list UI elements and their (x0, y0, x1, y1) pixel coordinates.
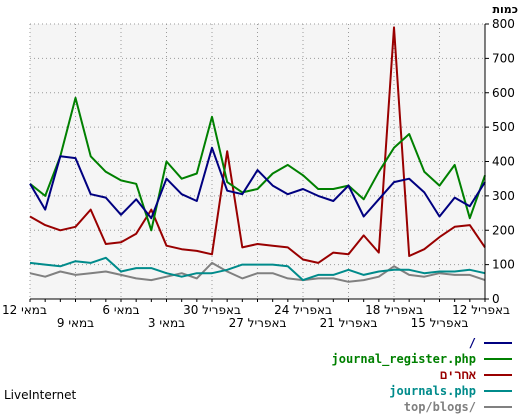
y-axis-label: כמות (493, 3, 518, 16)
legend-swatch (484, 374, 512, 376)
legend-label: אחרים (439, 367, 476, 382)
y-tick-label: 500 (492, 120, 515, 134)
x-tick-label: 27 באפריל (229, 316, 287, 330)
axes: 0 100 200 300 400 500 600 700 800 12 במאי 9 במאי 6 … (2, 17, 515, 330)
legend-swatch (484, 406, 512, 408)
series-line (29, 146, 486, 220)
legend-label: journal_register.php (331, 352, 477, 366)
x-tick-label: 24 באפריל (274, 303, 332, 317)
y-tick-label: 800 (492, 17, 515, 31)
legend-label: / (468, 336, 476, 350)
x-tick-label: 12 במאי (2, 303, 47, 317)
series-line (29, 26, 486, 264)
brand-label: LiveInternet (4, 388, 77, 402)
y-tick-label: 300 (492, 189, 515, 203)
legend-item: journal_register.php (331, 351, 512, 367)
legend-item: journals.php (389, 383, 512, 399)
series-line (29, 96, 486, 232)
legend-swatch (484, 358, 512, 360)
y-tick-label: 600 (492, 86, 515, 100)
y-tick-label: 100 (492, 258, 515, 272)
series-lines (29, 26, 486, 283)
legend-item: top/blogs/ (404, 399, 512, 415)
x-tick-label: 15 באפריל (411, 316, 469, 330)
x-tick-label: 3 במאי (148, 316, 185, 330)
x-tick-label: 9 במאי (57, 316, 94, 330)
x-tick-label: 12 באפריל (452, 303, 510, 317)
legend-swatch (484, 342, 512, 344)
legend-item: אחרים (440, 367, 512, 383)
x-tick-label: 6 במאי (102, 303, 139, 317)
x-tick-label: 21 באפריל (320, 316, 378, 330)
x-tick-label: 30 באפריל (183, 303, 241, 317)
legend-swatch (484, 390, 512, 392)
x-tick-label: 18 באפריל (365, 303, 423, 317)
legend-label: journals.php (389, 384, 476, 398)
legend-item: / (469, 335, 512, 351)
y-tick-label: 200 (492, 223, 515, 237)
series-line (29, 256, 486, 282)
legend-label: top/blogs/ (403, 400, 476, 414)
y-tick-label: 400 (492, 155, 515, 169)
chart: 0 100 200 300 400 500 600 700 800 12 במאי 9 במאי 6 … (2, 3, 518, 330)
y-tick-label: 700 (492, 51, 515, 65)
series-line (29, 261, 486, 283)
y-tick-label: 0 (492, 292, 500, 306)
